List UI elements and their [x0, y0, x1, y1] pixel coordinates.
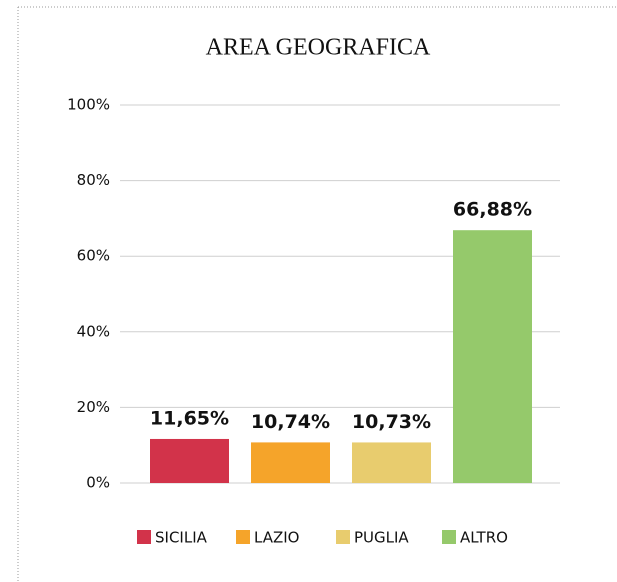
- y-tick-label: 60%: [77, 247, 110, 265]
- y-tick-label: 0%: [86, 474, 110, 492]
- bar: [352, 442, 431, 483]
- bar: [453, 230, 532, 483]
- bar: [150, 438, 229, 483]
- value-label: 66,88%: [453, 199, 532, 221]
- y-tick-label: 20%: [77, 398, 110, 416]
- chart-title: AREA GEOGRAFICA: [206, 35, 431, 61]
- y-tick-label: 80%: [77, 171, 110, 189]
- legend-label: SICILIA: [155, 529, 208, 547]
- legend-swatch: [442, 530, 456, 544]
- legend-swatch: [336, 530, 350, 544]
- y-tick-label: 40%: [77, 322, 110, 340]
- value-label: 10,74%: [251, 411, 330, 433]
- value-label: 11,65%: [150, 407, 229, 429]
- legend-swatch: [236, 530, 250, 544]
- value-label: 10,73%: [352, 411, 431, 433]
- y-tick-label: 100%: [67, 96, 110, 114]
- legend-swatch: [137, 530, 151, 544]
- legend-label: PUGLIA: [354, 529, 409, 547]
- legend-label: LAZIO: [254, 529, 299, 547]
- legend-label: ALTRO: [460, 529, 508, 547]
- bar: [251, 442, 330, 483]
